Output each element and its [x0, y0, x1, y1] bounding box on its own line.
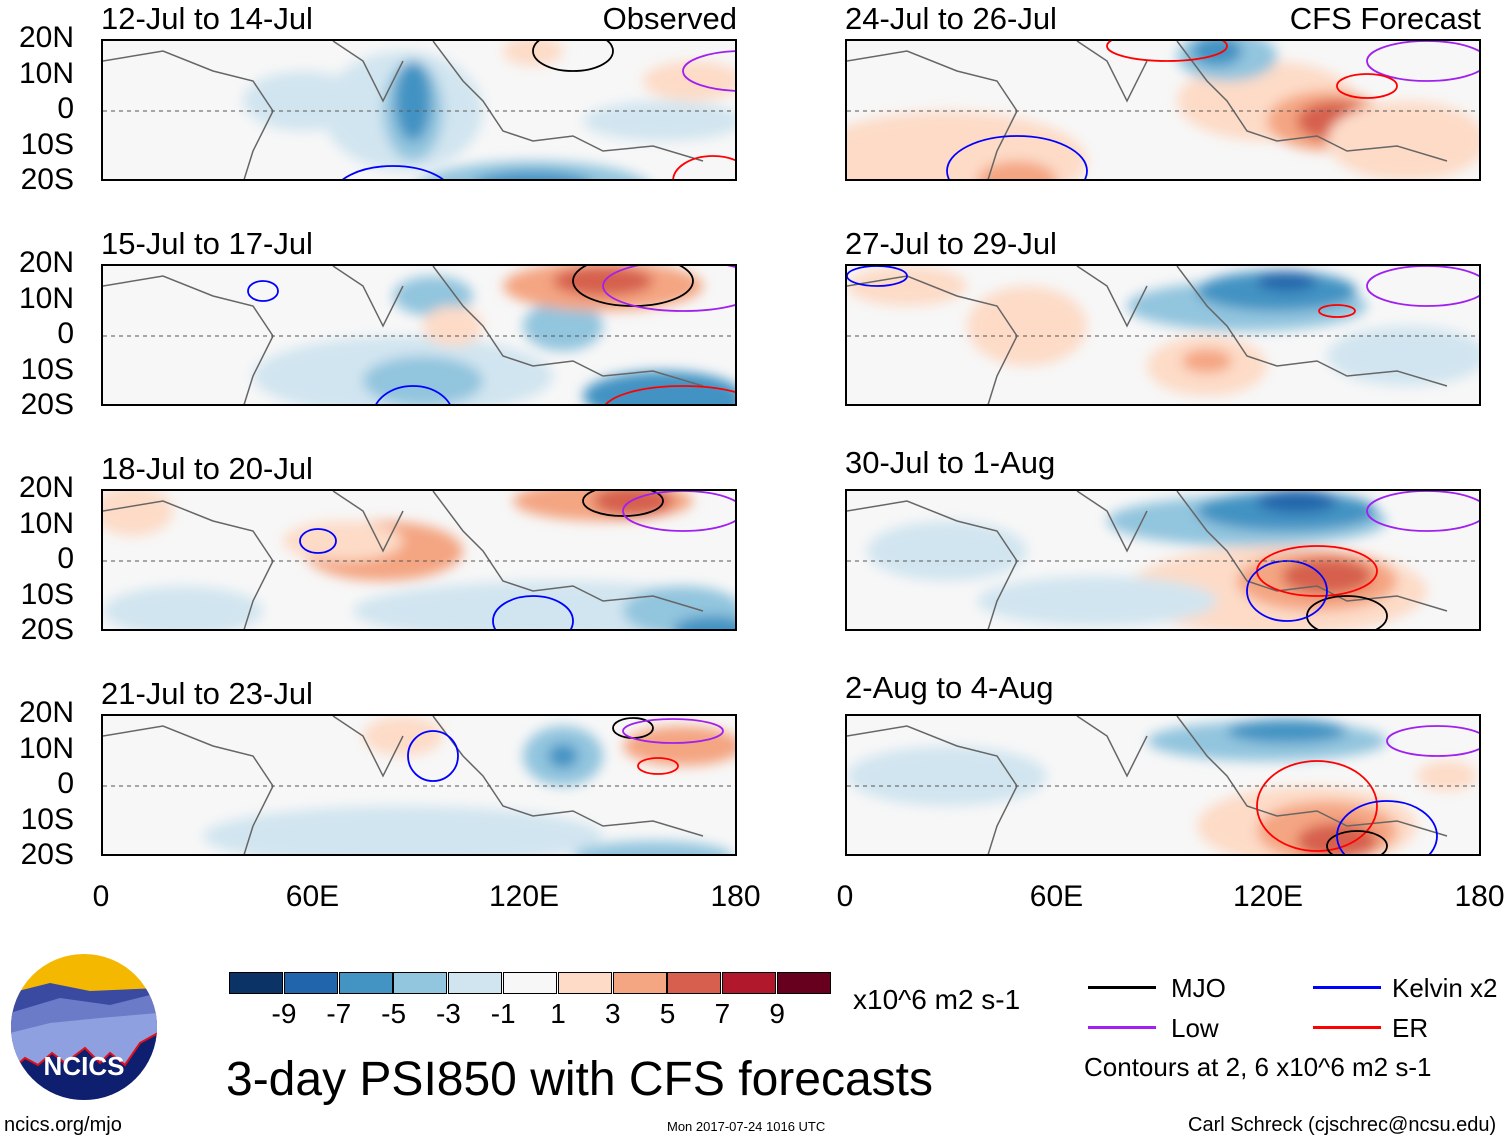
- colorbar-swatch: [557, 972, 612, 994]
- timestamp: Mon 2017-07-24 1016 UTC: [667, 1119, 826, 1134]
- credit: Carl Schreck (cjschrec@ncsu.edu): [1188, 1114, 1497, 1136]
- lat-label: 0: [57, 767, 74, 800]
- lat-label: 10S: [20, 802, 74, 836]
- lat-label: 0: [57, 317, 74, 350]
- lat-label: 20S: [20, 163, 74, 196]
- anomaly-field: [103, 716, 735, 854]
- colorbar-swatch: [338, 972, 393, 994]
- lat-label: 20S: [20, 613, 74, 646]
- colorbar-tick-label: -9: [271, 998, 297, 1029]
- lon-label: 120E: [488, 880, 560, 913]
- colorbar-tick-label: -5: [381, 998, 407, 1029]
- colorbar-swatch: [229, 972, 283, 994]
- lat-label: 10N: [18, 506, 74, 540]
- panel-tag-left-0: Observed: [602, 1, 737, 36]
- anomaly-field: [847, 716, 1479, 854]
- lat-label: 20N: [18, 21, 74, 54]
- lon-label: 180: [1454, 880, 1505, 913]
- panel-title-left-1: 15-Jul to 17-Jul: [101, 226, 313, 261]
- lat-label: 20N: [18, 246, 74, 279]
- panel-title-right-2: 30-Jul to 1-Aug: [845, 445, 1056, 480]
- anomaly-field: [103, 491, 735, 629]
- lat-label: 0: [57, 542, 74, 575]
- map-panel-left-0: [101, 39, 737, 181]
- lat-label: 10N: [18, 56, 74, 90]
- legend-label-mjo: MJO: [1171, 973, 1226, 1003]
- legend-line-mjo: [1088, 986, 1156, 989]
- panel-title-left-2: 18-Jul to 20-Jul: [101, 451, 313, 486]
- lat-label: 20N: [18, 696, 74, 729]
- lat-label: 10N: [18, 731, 74, 765]
- colorbar-units: x10^6 m2 s-1: [853, 984, 1021, 1015]
- colorbar-swatch: [393, 972, 448, 994]
- colorbar-swatch: [612, 972, 667, 994]
- lat-label: 10S: [20, 127, 74, 161]
- colorbar-swatch: [448, 972, 503, 994]
- legend-label-kelvin: Kelvin x2: [1392, 973, 1498, 1003]
- lat-label: 10S: [20, 352, 74, 386]
- anomaly-field: [847, 491, 1479, 629]
- colorbar-tick-label: 5: [659, 998, 676, 1029]
- lon-label: 120E: [1232, 880, 1304, 913]
- anomaly-field: [103, 266, 735, 404]
- colorbar-tick-label: -1: [490, 998, 516, 1029]
- colorbar-tick-label: 1: [550, 998, 566, 1029]
- map-panel-left-1: [101, 264, 737, 406]
- lon-label: 180: [710, 880, 761, 913]
- legend-note: Contours at 2, 6 x10^6 m2 s-1: [1084, 1052, 1432, 1082]
- colorbar-tick-label: 7: [714, 998, 731, 1029]
- lat-label: 10N: [18, 281, 74, 315]
- lat-label: 10S: [20, 577, 74, 611]
- anomaly-field: [847, 41, 1479, 179]
- colorbar-tick-label: 3: [605, 998, 621, 1029]
- lat-label: 20S: [20, 388, 74, 421]
- lon-label: 0: [92, 880, 110, 913]
- panel-title-right-1: 27-Jul to 29-Jul: [845, 226, 1057, 261]
- figure-title: 3-day PSI850 with CFS forecasts: [226, 1053, 933, 1106]
- legend-label-er: ER: [1392, 1013, 1429, 1043]
- colorbar-swatch: [777, 972, 831, 994]
- colorbar-tick-label: -7: [326, 998, 352, 1029]
- colorbar-swatch: [722, 972, 777, 994]
- lat-label: 0: [57, 92, 74, 125]
- panel-tag-right-0: CFS Forecast: [1289, 1, 1481, 36]
- map-panel-right-2: [845, 489, 1481, 631]
- colorbar-tick-label: -3: [435, 998, 461, 1029]
- site-link[interactable]: ncics.org/mjo: [4, 1114, 122, 1136]
- lat-label: 20N: [18, 471, 74, 504]
- anomaly-field: [847, 266, 1479, 404]
- svg-text:NCICS: NCICS: [44, 1051, 125, 1081]
- map-panel-left-2: [101, 489, 737, 631]
- panel-title-left-0: 12-Jul to 14-Jul: [101, 1, 313, 36]
- map-panel-right-0: [845, 39, 1481, 181]
- colorbar-swatch: [283, 972, 338, 994]
- map-panel-right-1: [845, 264, 1481, 406]
- lat-label: 20S: [20, 838, 74, 871]
- legend-line-low: [1088, 1026, 1156, 1029]
- panel-title-left-3: 21-Jul to 23-Jul: [101, 676, 313, 711]
- colorbar-swatch: [667, 972, 722, 994]
- colorbar-swatch: [503, 972, 557, 994]
- lon-label: 60E: [285, 880, 340, 913]
- legend-label-low: Low: [1171, 1013, 1219, 1043]
- lon-label: 0: [836, 880, 854, 913]
- anomaly-field: [103, 41, 735, 179]
- map-panel-right-3: [845, 714, 1481, 856]
- panel-title-right-3: 2-Aug to 4-Aug: [845, 670, 1054, 705]
- logo: NCICS: [10, 953, 158, 1101]
- map-panel-left-3: [101, 714, 737, 856]
- panel-title-right-0: 24-Jul to 26-Jul: [845, 1, 1057, 36]
- colorbar-tick-label: 9: [769, 998, 785, 1029]
- legend-line-kelvin: [1313, 986, 1381, 989]
- lon-label: 60E: [1029, 880, 1084, 913]
- ncics-logo-icon: NCICS: [11, 954, 157, 1100]
- legend-line-er: [1313, 1026, 1381, 1029]
